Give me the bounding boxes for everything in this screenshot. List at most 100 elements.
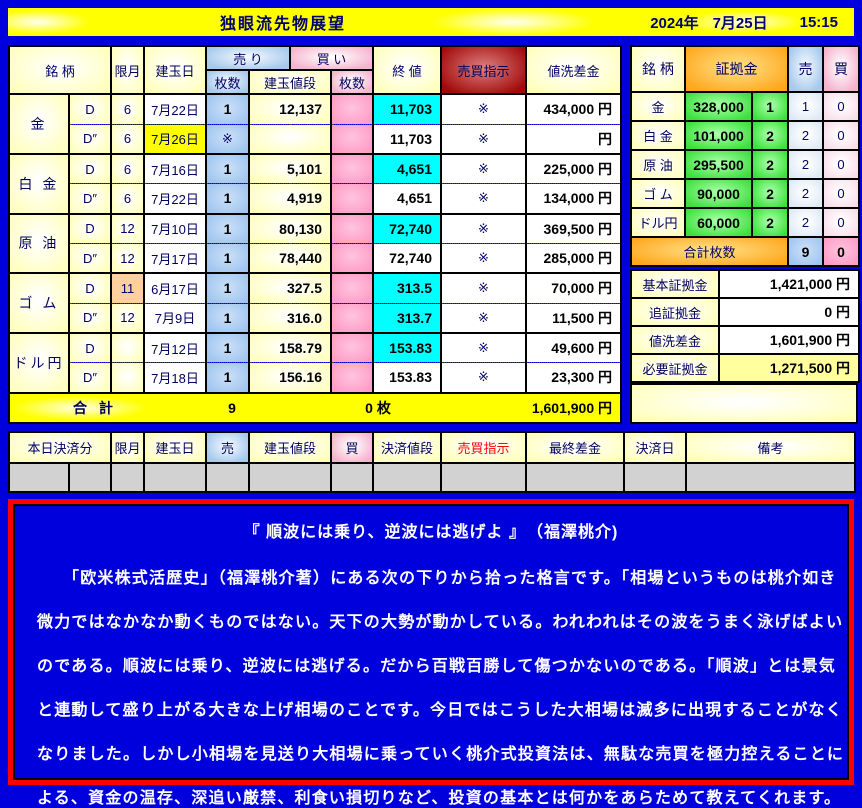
order-cell: ※	[440, 152, 527, 185]
open-date-cell: 7月22日	[143, 183, 207, 215]
open-price-cell: 316.0	[248, 302, 332, 334]
series-cell: D	[68, 93, 112, 125]
settlement-header: 限月	[110, 431, 146, 464]
quote-line: なりました。しかし小相場を見送り大相場に乗っていく桃介式投資法は、無駄な売買を極…	[37, 746, 845, 763]
margin-buy-header: 買	[822, 45, 860, 93]
summary-label: 基本証拠金	[630, 269, 720, 299]
sell-lots-cell: 1	[205, 362, 250, 394]
buy-lots-cell	[330, 212, 374, 244]
margin-sell-cell: 2	[787, 149, 824, 180]
settlement-header: 決済日	[623, 431, 688, 464]
buy-lots-cell	[330, 302, 374, 334]
sell-lots-cell: 1	[205, 152, 250, 185]
series-cell: D″	[68, 302, 112, 334]
margin-amount-cell: 60,000	[684, 207, 753, 238]
series-cell: D	[68, 331, 112, 364]
buy-lots-cell	[330, 331, 374, 364]
settlement-empty-cell	[372, 462, 443, 493]
close-price-cell: 11,703	[372, 93, 442, 125]
quote-line: と連動して盛り上がる大きな上げ相場のことです。今日ではこうした大相場は滅多に出現…	[37, 702, 843, 719]
mtm-cell: 70,000 円	[525, 272, 622, 304]
sheet: 独眼流先物展望 2024年 7月25日 15:15 銘 柄 限月 建玉日 売 り…	[7, 8, 860, 807]
sell-lots-cell: 1	[205, 93, 250, 125]
total-sell-lots: 9	[228, 399, 236, 416]
buy-lots-header: 枚数	[330, 69, 374, 96]
buy-lots-cell	[330, 152, 374, 185]
mtm-cell: 11,500 円	[525, 302, 622, 334]
series-cell: D″	[68, 242, 112, 275]
margin-sell-cell: 1	[787, 91, 824, 122]
margin-sell-cell: 2	[787, 178, 824, 209]
quote-title: 『 順波には乗り、逆波には逃げよ 』 （福澤桃介)	[243, 524, 619, 541]
summary-label: 値洗差金	[630, 325, 720, 355]
series-cell: D	[68, 212, 112, 244]
symbol-cell: 金	[8, 93, 70, 155]
month-cell: 6	[110, 152, 145, 185]
margin-symbol-cell: 白 金	[630, 120, 686, 151]
sell-lots-cell: 1	[205, 331, 250, 364]
close-price-cell: 153.83	[372, 362, 442, 394]
summary-value: 0 円	[718, 297, 860, 327]
summary-value: 1,421,000 円	[718, 269, 860, 299]
series-cell: D	[68, 272, 112, 304]
sell-lots-cell: 1	[205, 242, 250, 275]
open-date-cell: 7月18日	[143, 362, 207, 394]
margin-amount-cell: 90,000	[684, 178, 753, 209]
settlement-empty-cell	[685, 462, 857, 493]
order-cell: ※	[440, 302, 527, 334]
month-cell: 6	[110, 183, 145, 215]
buy-lots-cell	[330, 242, 374, 275]
margin-per-cell: 2	[751, 149, 789, 180]
title-bar: 独眼流先物展望 2024年 7月25日 15:15	[8, 8, 854, 36]
margin-symbol-cell: 金	[630, 91, 686, 122]
open-date-cell: 7月10日	[143, 212, 207, 244]
mtm-cell: 49,600 円	[525, 331, 622, 364]
mtm-cell: 369,500 円	[525, 212, 622, 244]
main-area: 銘 柄 限月 建玉日 売 り 買 い 終 値 売買指示 値洗差金 枚数 建玉値段…	[8, 44, 860, 425]
open-date-cell: 7月9日	[143, 302, 207, 334]
close-price-cell: 11,703	[372, 123, 442, 155]
margin-per-cell: 2	[751, 207, 789, 238]
settlement-header: 本日決済分	[7, 431, 113, 464]
month-cell	[110, 362, 145, 394]
settlement-table: 本日決済分 限月 建玉日 売 建玉値段 買 決済値段 売買指示 最終差金 決済日…	[7, 431, 857, 493]
sell-lots-cell: 1	[205, 272, 250, 304]
settlement-empty-cell	[330, 462, 375, 493]
margin-panel: 銘 柄 証拠金 売 買 金 328,000 1 1 0 白 金 101,000 …	[630, 45, 860, 424]
settlement-header: 建玉値段	[248, 431, 333, 464]
open-price-cell: 78,440	[248, 242, 332, 275]
settlement-empty-cell	[623, 462, 688, 493]
sell-lots-cell: 1	[205, 183, 250, 215]
settlement-empty-cell	[248, 462, 333, 493]
settlement-empty-cell	[67, 462, 113, 493]
buy-header: 買 い	[289, 44, 374, 72]
settlement-header: 備考	[685, 431, 857, 464]
close-price-cell: 4,651	[372, 183, 442, 215]
summary-value: 1,271,500 円	[718, 353, 860, 383]
time-label: 15:15	[799, 13, 838, 31]
quote-line: のである。順波には乗り、逆波には逃げる。だから百戦百勝して傷つかないのである。「…	[37, 658, 836, 675]
empty-note-box	[630, 383, 858, 424]
margin-amount-cell: 101,000	[684, 120, 753, 151]
margin-buy-cell: 0	[822, 120, 860, 151]
margin-buy-cell: 0	[822, 149, 860, 180]
margin-sell-cell: 2	[787, 120, 824, 151]
total-lots-buy: 0	[822, 236, 860, 267]
close-price-cell: 153.83	[372, 331, 442, 364]
order-cell: ※	[440, 123, 527, 155]
year-label: 2024年	[650, 14, 699, 32]
open-price-cell: 5,101	[248, 152, 332, 185]
mtm-cell: 434,000 円	[525, 93, 622, 125]
mtm-header: 値洗差金	[525, 44, 622, 96]
month-cell: 12	[110, 242, 145, 275]
margin-sell-header: 売	[787, 45, 824, 93]
sell-header: 売 り	[205, 44, 291, 72]
settlement-header: 建玉日	[143, 431, 208, 464]
order-cell: ※	[440, 362, 527, 394]
buy-lots-cell	[330, 123, 374, 155]
margin-amount-cell: 295,500	[684, 149, 753, 180]
symbol-cell: ゴ ム	[8, 272, 70, 334]
order-cell: ※	[440, 272, 527, 304]
month-cell: 6	[110, 123, 145, 155]
settlement-empty-cell	[440, 462, 528, 493]
